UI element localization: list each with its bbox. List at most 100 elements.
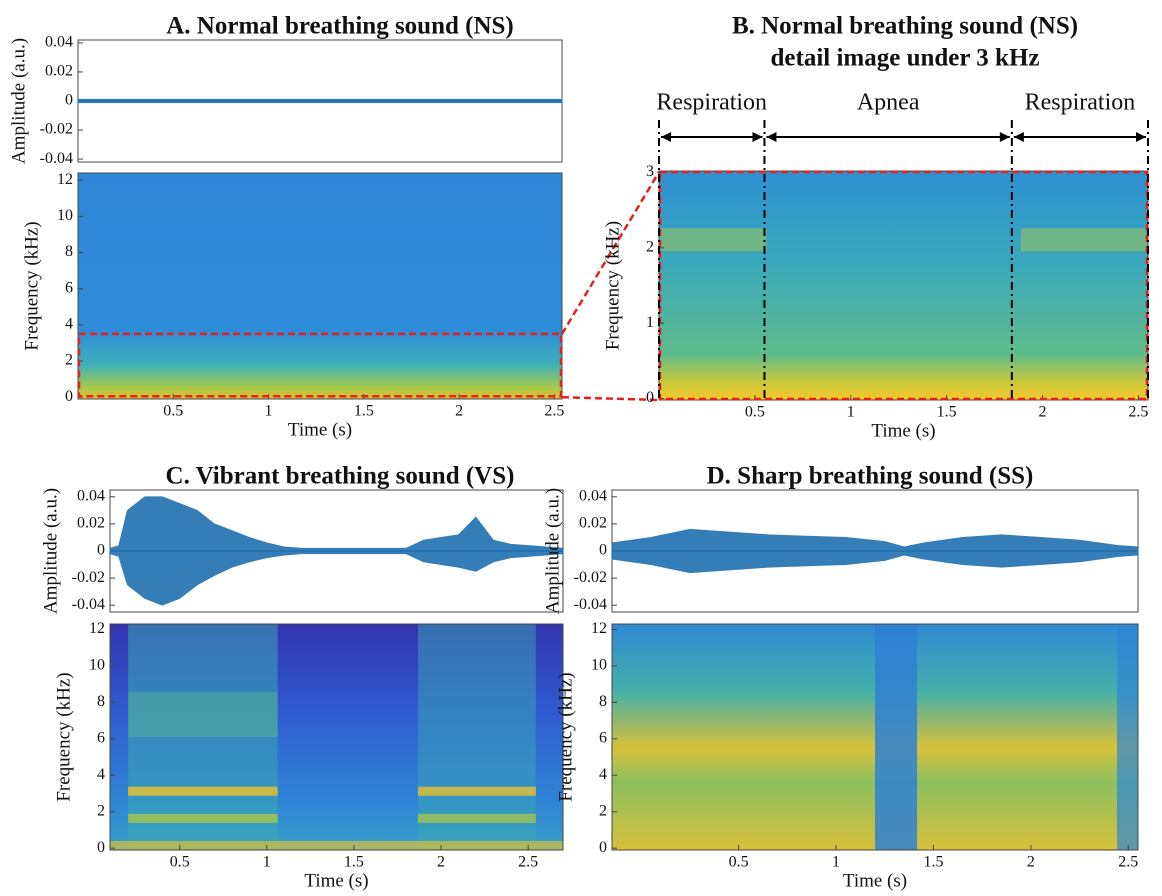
- spectrogram-texture: [110, 840, 563, 850]
- spectrogram-texture: [1116, 624, 1138, 850]
- y-axis-label: Frequency (kHz): [602, 221, 623, 350]
- y-tick-label: 10: [57, 207, 73, 224]
- y-tick-label: 4: [65, 316, 73, 333]
- x-tick-label: 0.5: [163, 403, 183, 420]
- y-tick-label: 0.04: [579, 487, 607, 504]
- spectrogram-image: [78, 173, 562, 399]
- y-tick-label: 0.04: [77, 487, 105, 504]
- waveform-envelope: [611, 550, 1139, 574]
- y-tick-label: 0: [599, 542, 607, 559]
- spectrogram-texture: [418, 786, 536, 796]
- y-tick-label: 12: [57, 171, 73, 188]
- spectrogram-texture: [128, 813, 278, 823]
- x-tick-label: 1.5: [344, 854, 364, 871]
- y-tick-label: -0.02: [40, 121, 73, 138]
- segment-label: Respiration: [1025, 90, 1136, 116]
- y-axis-label: Amplitude (a.u.): [40, 488, 61, 614]
- y-tick-label: 8: [65, 243, 73, 260]
- panel-title: A. Normal breathing sound (NS): [166, 13, 514, 40]
- x-tick-label: 1: [847, 404, 855, 421]
- panel-subtitle: detail image under 3 kHz: [771, 45, 1040, 72]
- y-tick-label: 12: [591, 620, 607, 637]
- waveform-envelope: [77, 100, 563, 104]
- x-tick-label: 2: [437, 854, 445, 871]
- x-tick-label: 1: [832, 854, 840, 871]
- y-tick-label: -0.04: [72, 596, 105, 613]
- y-tick-label: 10: [591, 657, 607, 674]
- x-tick-label: 0.5: [170, 854, 190, 871]
- plot-frame: [77, 172, 563, 400]
- x-tick-label: 0.5: [729, 854, 749, 871]
- x-axis-label: Time (s): [304, 870, 368, 891]
- x-axis-label: Time (s): [871, 420, 935, 441]
- x-tick-label: 0.5: [745, 404, 765, 421]
- x-tick-label: 1.5: [923, 854, 943, 871]
- x-tick-label: 1.5: [354, 403, 374, 420]
- y-tick-label: 10: [89, 657, 105, 674]
- waveform-envelope: [109, 496, 564, 552]
- y-tick-label: 8: [97, 693, 105, 710]
- spectrogram-texture: [1020, 228, 1148, 252]
- x-tick-label: 2.5: [1128, 404, 1148, 421]
- x-tick-label: 1.5: [937, 404, 957, 421]
- y-tick-label: -0.04: [40, 150, 73, 167]
- x-tick-label: 1: [263, 854, 271, 871]
- spectrogram-texture: [128, 691, 278, 737]
- x-tick-label: 2.5: [544, 403, 564, 420]
- y-tick-label: 0.02: [45, 63, 73, 80]
- segment-label: Apnea: [857, 90, 920, 116]
- y-tick-label: 0: [599, 839, 607, 856]
- x-tick-label: 2.5: [1118, 854, 1138, 871]
- spectrogram-texture: [128, 786, 278, 796]
- y-tick-label: 4: [599, 766, 607, 783]
- y-axis-label: Frequency (kHz): [53, 672, 74, 801]
- waveform-envelope: [109, 550, 564, 606]
- y-tick-label: 0: [646, 389, 654, 406]
- plot-frame: [611, 623, 1139, 851]
- spectrogram-texture: [128, 624, 278, 850]
- y-tick-label: 4: [97, 766, 105, 783]
- spectrogram-texture: [875, 624, 918, 850]
- zoom-connector: [561, 395, 660, 402]
- x-tick-label: 1: [265, 403, 273, 420]
- y-axis-label: Frequency (kHz): [21, 221, 42, 350]
- y-tick-label: 0: [97, 542, 105, 559]
- x-tick-label: 2: [1027, 854, 1035, 871]
- y-tick-label: 3: [646, 163, 654, 180]
- spectrogram-texture: [418, 813, 536, 823]
- panel-title: D. Sharp breathing sound (SS): [707, 463, 1034, 490]
- y-tick-label: 0: [97, 839, 105, 856]
- y-tick-label: 12: [89, 620, 105, 637]
- x-axis-label: Time (s): [288, 419, 352, 440]
- y-axis-label: Amplitude (a.u.): [542, 488, 563, 614]
- x-tick-label: 2: [455, 403, 463, 420]
- y-tick-label: -0.04: [574, 596, 607, 613]
- panel-title: C. Vibrant breathing sound (VS): [166, 463, 515, 490]
- y-tick-label: 2: [65, 352, 73, 369]
- y-tick-label: 2: [646, 239, 654, 256]
- y-tick-label: 0.02: [77, 515, 105, 532]
- x-tick-label: 2: [1039, 404, 1047, 421]
- spectrogram-texture: [659, 228, 767, 252]
- y-tick-label: 2: [599, 802, 607, 819]
- y-tick-label: 0: [65, 92, 73, 109]
- y-tick-label: 6: [97, 729, 105, 746]
- y-tick-label: 6: [65, 279, 73, 296]
- y-tick-label: 6: [599, 729, 607, 746]
- segment-label: Respiration: [656, 90, 767, 116]
- y-axis-label: Amplitude (a.u.): [8, 38, 29, 164]
- spectrogram-image: [659, 171, 1148, 400]
- y-tick-label: 0.04: [45, 34, 73, 51]
- y-tick-label: 0: [65, 388, 73, 405]
- x-axis-label: Time (s): [843, 870, 907, 891]
- plot-frame: [109, 623, 564, 851]
- spectrogram-texture: [418, 624, 536, 850]
- y-axis-label: Frequency (kHz): [555, 672, 576, 801]
- y-tick-label: -0.02: [72, 569, 105, 586]
- panel-title: B. Normal breathing sound (NS): [732, 13, 1078, 40]
- zoom-box: [77, 332, 563, 398]
- y-tick-label: 2: [97, 802, 105, 819]
- y-tick-label: -0.02: [574, 569, 607, 586]
- y-tick-label: 1: [646, 314, 654, 331]
